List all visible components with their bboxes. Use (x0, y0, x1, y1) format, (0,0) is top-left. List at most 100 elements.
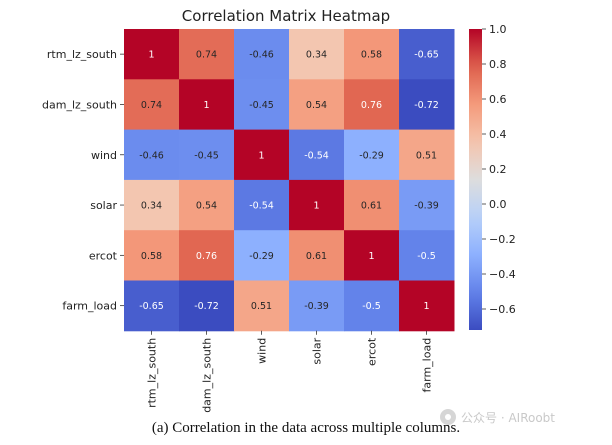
column-labels: rtm_lz_south dam_lz_south wind solar ercot fa… (146, 330, 434, 413)
x-axis-label: solar (311, 337, 324, 364)
y-axis-label: wind (91, 149, 117, 162)
heatmap-cell (399, 129, 455, 181)
cell-value-label: 0.58 (141, 251, 162, 262)
heatmap-cell (179, 230, 235, 281)
cell-value-label: 0.74 (141, 100, 162, 111)
cell-value-label: 1 (203, 100, 209, 111)
colorbar-tick-label: 0.4 (489, 128, 507, 141)
colorbar: 1.0 0.8 0.6 0.4 0.2 0.0 −0.2 −0.4 −0.6 (469, 23, 516, 330)
x-axis-label: rtm_lz_south (146, 338, 159, 408)
cell-value-label: -0.65 (414, 50, 439, 61)
cell-value-label: 0.34 (141, 201, 162, 212)
watermark-text: 公众号 · AIRoobt (461, 410, 555, 425)
y-axis-label: solar (90, 199, 117, 212)
cell-value-label: 1 (313, 201, 319, 212)
heatmap-cell (399, 29, 455, 80)
cell-value-label: -0.54 (249, 201, 274, 212)
cell-value-label: -0.5 (362, 301, 381, 312)
heatmap-cell (289, 129, 345, 181)
heatmap-cell (179, 179, 235, 231)
heatmap-cell (289, 230, 345, 281)
heatmap-cell (399, 179, 455, 231)
heatmap-cell (344, 179, 400, 231)
cell-value-label: -0.72 (194, 301, 219, 312)
colorbar-ticks: 1.0 0.8 0.6 0.4 0.2 0.0 −0.2 −0.4 −0.6 (482, 23, 516, 316)
heatmap-cell (289, 29, 345, 80)
heatmap-cell (399, 79, 455, 131)
heatmap-cell (289, 280, 345, 332)
heatmap-cell (179, 29, 235, 80)
cell-value-label: -0.45 (249, 100, 274, 111)
heatmap-cell (399, 230, 455, 281)
x-axis-label: wind (256, 338, 269, 364)
heatmap-cell (234, 29, 290, 80)
figure-caption: (a) Correlation in the data across multi… (151, 420, 461, 436)
heatmap-cell (234, 129, 290, 181)
y-axis-label: rtm_lz_south (47, 48, 117, 61)
cell-value-label: -0.29 (359, 150, 384, 161)
heatmap-cell (344, 29, 400, 80)
cell-value-label: 0.54 (196, 201, 217, 212)
colorbar-tick-label: −0.4 (489, 268, 516, 281)
heatmap-cell (124, 79, 180, 131)
cell-value-label: 1 (148, 50, 154, 61)
colorbar-tick-label: 0.8 (489, 58, 507, 71)
cell-value-label: -0.54 (304, 150, 329, 161)
correlation-heatmap: Correlation Matrix Heatmap 1 0.74 -0.46 0.3… (42, 7, 516, 413)
heatmap-cell (344, 280, 400, 332)
cell-value-label: -0.29 (249, 251, 274, 262)
colorbar-tick-label: −0.2 (489, 233, 516, 246)
heatmap-cell (289, 79, 345, 131)
heatmap-cell (124, 29, 180, 80)
cell-value-label: -0.46 (249, 50, 274, 61)
cell-value-label: 1 (368, 251, 374, 262)
cell-value-label: 0.54 (306, 100, 327, 111)
heatmap-cell (344, 129, 400, 181)
heatmap-cell (234, 179, 290, 231)
cell-value-label: 0.34 (306, 50, 327, 61)
y-axis-label: ercot (89, 249, 118, 262)
heatmap-cell (344, 230, 400, 281)
x-axis-label: ercot (366, 337, 379, 366)
heatmap-cell (179, 79, 235, 131)
watermark: 公众号 · AIRoobt (440, 407, 555, 427)
x-axis-label: dam_lz_south (201, 338, 214, 413)
cell-value-label: 1 (423, 301, 429, 312)
y-axis-label: dam_lz_south (42, 98, 117, 111)
colorbar-tick-label: 0.2 (489, 163, 507, 176)
cell-value-label: 0.76 (361, 100, 382, 111)
heatmap-cell (124, 129, 180, 181)
x-axis-label: farm_load (421, 338, 434, 393)
cell-value-label: -0.65 (139, 301, 164, 312)
y-axis-label: farm_load (62, 300, 117, 313)
colorbar-tick-label: 0.6 (489, 93, 507, 106)
wechat-icon (440, 409, 456, 425)
cell-value-label: 0.76 (196, 251, 217, 262)
cell-value-label: 1 (258, 150, 264, 161)
heatmap-cell (289, 179, 345, 231)
heatmap-cell (124, 280, 180, 332)
heatmap-cell (344, 79, 400, 131)
cell-value-label: 0.61 (361, 201, 382, 212)
cell-value-label: 0.51 (416, 150, 437, 161)
chart-title: Correlation Matrix Heatmap (182, 7, 390, 25)
cell-value-label: 0.51 (251, 301, 272, 312)
cell-value-label: 0.58 (361, 50, 382, 61)
heatmap-cell (234, 280, 290, 332)
cell-value-label: -0.39 (414, 201, 439, 212)
heatmap-cell (124, 179, 180, 231)
cell-value-label: 0.74 (196, 50, 217, 61)
cell-value-label: 0.61 (306, 251, 327, 262)
colorbar-tick-label: −0.6 (489, 303, 516, 316)
cell-value-label: -0.45 (194, 150, 219, 161)
cell-value-label: -0.5 (417, 251, 436, 262)
cell-value-label: -0.72 (414, 100, 439, 111)
heatmap-cell (399, 280, 455, 332)
heatmap-cells: 1 0.74 -0.46 0.34 0.58 -0.65 0.74 1 -0.45 0.54 0.7… (124, 29, 455, 332)
heatmap-cell (179, 280, 235, 332)
heatmap-cell (234, 230, 290, 281)
colorbar-tick-label: 1.0 (489, 23, 507, 36)
heatmap-cell (124, 230, 180, 281)
heatmap-cell (234, 79, 290, 131)
